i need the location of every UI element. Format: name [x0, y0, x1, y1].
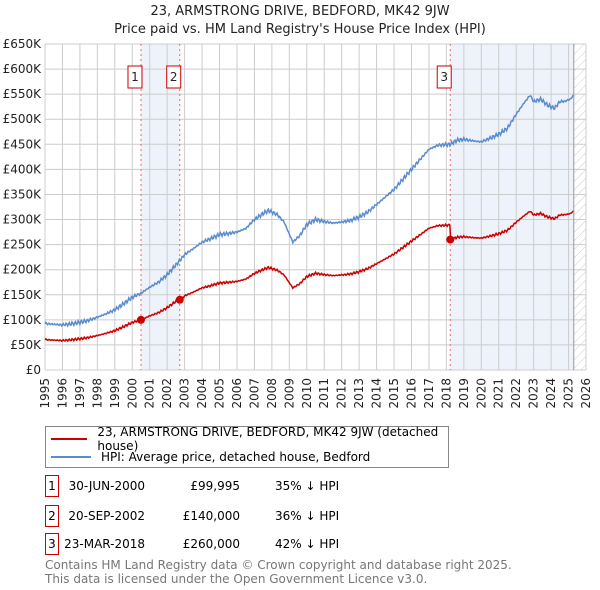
y-tick-label: £350K [3, 187, 43, 201]
x-tick-label: 2001 [143, 378, 157, 409]
legend-item-hpi: HPI: Average price, detached house, Bedf… [46, 448, 448, 466]
x-tick-label: 2020 [474, 378, 488, 409]
shaded-period [450, 44, 574, 370]
legend-swatch-red [51, 438, 88, 440]
x-tick-label: 2011 [317, 378, 331, 409]
x-tick-label: 2009 [282, 378, 296, 409]
x-tick-label: 1996 [55, 378, 69, 409]
y-tick-label: £200K [3, 263, 43, 277]
transaction-hpi-diff: 36% ↓ HPI [275, 509, 340, 523]
transaction-badge: 1 [45, 475, 59, 497]
sale-point [136, 315, 145, 324]
transaction-badge: 2 [45, 505, 59, 527]
x-tick-label: 2019 [457, 378, 471, 409]
y-tick-label: £400K [3, 162, 43, 176]
x-tick-label: 2014 [370, 378, 384, 409]
y-tick-label: £0 [26, 363, 41, 377]
sale-point [175, 295, 184, 304]
transaction-date: 20-SEP-2002 [68, 509, 145, 523]
property-series-line [44, 210, 574, 343]
transaction-price: £260,000 [182, 537, 240, 551]
x-tick-label: 2021 [492, 378, 506, 409]
y-tick-label: £550K [3, 87, 43, 101]
x-tick-label: 2025 [562, 378, 576, 409]
x-tick-label: 1998 [90, 378, 104, 409]
x-tick-label: 2007 [247, 378, 261, 409]
transaction-badge: 3 [45, 533, 59, 555]
transaction-hpi-diff: 35% ↓ HPI [275, 479, 340, 493]
transaction-row: 3 23-MAR-2018 £260,000 42% ↓ HPI [45, 533, 445, 555]
y-tick-label: £300K [3, 213, 43, 227]
legend-swatch-blue [51, 456, 91, 458]
chart-subtitle: Price paid vs. HM Land Registry's House … [114, 22, 486, 37]
y-tick-label: £250K [3, 238, 43, 252]
sale-label: 1 [131, 70, 139, 84]
y-tick-label: £600K [3, 62, 43, 76]
y-tick-label: £450K [3, 137, 43, 151]
hpi-series-line [44, 94, 575, 328]
x-tick-label: 1999 [108, 378, 122, 409]
transaction-date: 23-MAR-2018 [64, 537, 145, 551]
x-tick-label: 2022 [509, 378, 523, 409]
y-tick-label: £500K [3, 112, 43, 126]
legend-label: HPI: Average price, detached house, Bedf… [101, 450, 371, 464]
x-tick-label: 1997 [73, 378, 87, 409]
x-tick-label: 2004 [195, 378, 209, 409]
x-tick-label: 2023 [527, 378, 541, 409]
legend-item-property: 23, ARMSTRONG DRIVE, BEDFORD, MK42 9JW (… [46, 425, 448, 453]
sale-label: 3 [440, 70, 448, 84]
x-tick-label: 1995 [38, 378, 52, 409]
footer: Contains HM Land Registry data © Crown c… [45, 558, 512, 586]
x-tick-label: 2008 [265, 378, 279, 409]
footer-licence: This data is licensed under the Open Gov… [45, 572, 428, 586]
transaction-price: £99,995 [190, 479, 240, 493]
y-tick-label: £100K [3, 313, 43, 327]
x-tick-label: 2006 [230, 378, 244, 409]
x-tick-label: 2003 [178, 378, 192, 409]
transaction-date: 30-JUN-2000 [68, 479, 145, 493]
y-tick-label: £650K [3, 37, 43, 51]
x-tick-label: 2017 [422, 378, 436, 409]
x-tick-label: 2010 [300, 378, 314, 409]
sale-label: 2 [170, 70, 178, 84]
footer-copyright: Contains HM Land Registry data © Crown c… [45, 558, 512, 572]
x-tick-label: 2026 [579, 378, 593, 409]
x-tick-label: 2002 [160, 378, 174, 409]
chart-title: 23, ARMSTRONG DRIVE, BEDFORD, MK42 9JW [150, 4, 450, 19]
sale-label-box [127, 65, 143, 89]
x-tick-label: 2012 [335, 378, 349, 409]
forecast-hatch [573, 44, 586, 370]
legend: 23, ARMSTRONG DRIVE, BEDFORD, MK42 9JW (… [45, 425, 449, 468]
x-tick-label: 2024 [544, 378, 558, 409]
x-tick-label: 2000 [125, 378, 139, 409]
x-tick-label: 2018 [439, 378, 453, 409]
sale-point [446, 235, 455, 244]
x-tick-label: 2016 [404, 378, 418, 409]
y-tick-label: £50K [10, 338, 42, 352]
transaction-price: £140,000 [182, 509, 240, 523]
transaction-hpi-diff: 42% ↓ HPI [275, 537, 340, 551]
transaction-row: 1 30-JUN-2000 £99,995 35% ↓ HPI [45, 475, 445, 497]
y-tick-label: £150K [3, 288, 43, 302]
x-tick-label: 2005 [213, 378, 227, 409]
sale-label-box [166, 65, 182, 89]
x-tick-label: 2015 [387, 378, 401, 409]
x-tick-label: 2013 [352, 378, 366, 409]
legend-label: 23, ARMSTRONG DRIVE, BEDFORD, MK42 9JW (… [97, 425, 439, 453]
sale-label-box [436, 65, 452, 89]
shaded-period [140, 44, 180, 370]
transaction-row: 2 20-SEP-2002 £140,000 36% ↓ HPI [45, 505, 445, 527]
